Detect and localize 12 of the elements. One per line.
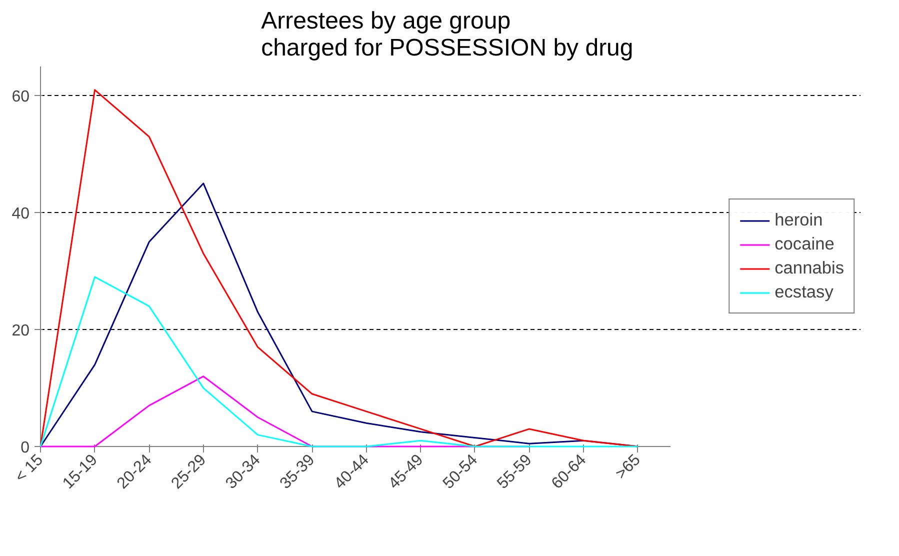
x-tick-label: >65	[612, 451, 644, 483]
legend-label: ecstasy	[774, 282, 834, 302]
legend-label: cannabis	[774, 258, 844, 278]
y-tick-label: 0	[20, 440, 30, 456]
legend-label: heroin	[774, 210, 823, 230]
legend-label: cocaine	[774, 234, 834, 254]
y-tick-label: 40	[12, 206, 30, 223]
line-series	[40, 89, 639, 448]
y-tick-label: 20	[12, 322, 30, 340]
chart-title: Arrestees by age group charged for POSSESSION by drug	[261, 8, 634, 62]
line-series	[40, 276, 639, 448]
y-tick-label: 60	[12, 88, 30, 106]
